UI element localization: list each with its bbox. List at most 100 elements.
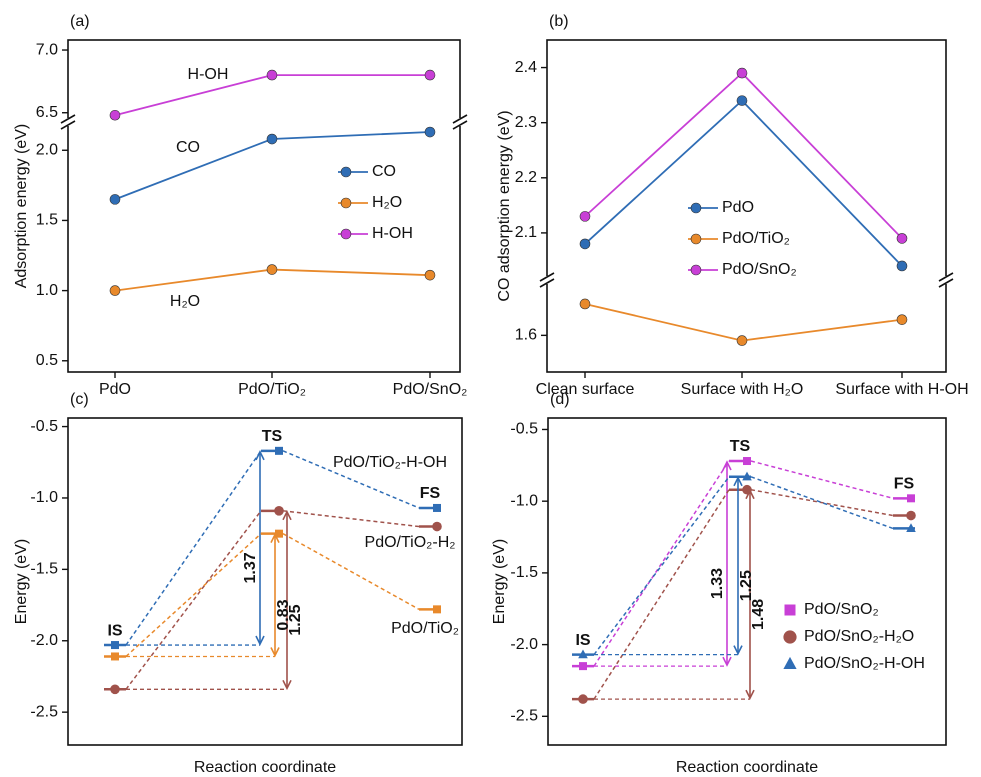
x-axis-label: Reaction coordinate [194, 759, 336, 776]
legend-marker [690, 264, 702, 276]
path-connector [282, 450, 420, 509]
state-label: TS [730, 438, 751, 455]
path-connector [125, 450, 262, 646]
legend-marker [340, 228, 352, 240]
y-tick-label: 1.0 [36, 282, 58, 299]
level-marker [578, 694, 588, 704]
y-axis-label: Energy (eV) [491, 539, 508, 624]
legend-marker [340, 197, 352, 209]
series-line [114, 74, 430, 117]
data-point [579, 238, 591, 250]
series-label: PdO/TiO₂ [391, 620, 459, 637]
path-connector [593, 460, 730, 667]
y-axis-label: Energy (eV) [13, 539, 30, 624]
y-tick-label: -1.5 [510, 564, 538, 581]
path-connector [593, 476, 730, 656]
legend-label: PdO/SnO₂-H₂O [804, 628, 914, 645]
data-point [109, 285, 121, 296]
legend-marker [784, 604, 796, 616]
arrow-head [722, 460, 732, 667]
level-marker [433, 605, 441, 614]
series-label: PdO/TiO₂-H-OH [333, 454, 447, 471]
panel-label: (b) [549, 13, 569, 30]
level-marker [111, 652, 119, 661]
legend-marker [783, 656, 797, 669]
path-connector [750, 460, 894, 500]
axis-break-mark [452, 114, 468, 124]
y-tick-label: -2.0 [30, 632, 58, 649]
level-marker [579, 662, 587, 671]
x-tick-label: PdO [99, 381, 131, 398]
y-tick-label: 1.6 [515, 327, 537, 344]
x-tick-label: Clean surface [536, 381, 635, 398]
y-tick-label: -0.5 [30, 418, 58, 435]
axis-break-mark [539, 278, 555, 288]
legend-label: PdO [722, 199, 754, 216]
state-label: IS [107, 622, 122, 639]
series-line [584, 303, 903, 342]
x-tick-label: PdO/SnO₂ [393, 381, 468, 398]
level-marker [275, 529, 283, 538]
path-connector [282, 533, 420, 611]
data-point [579, 298, 591, 310]
series-label: PdO/TiO₂-H₂ [365, 534, 456, 551]
axis-break-mark [938, 278, 954, 288]
legend-label: PdO/SnO₂-H-OH [804, 655, 925, 672]
level-marker [274, 506, 284, 516]
data-point [424, 126, 436, 138]
y-tick-label: 6.5 [36, 104, 58, 121]
legend-label: H₂O [372, 194, 402, 211]
y-tick-label: 2.2 [515, 169, 537, 186]
path-connector [282, 510, 420, 528]
level-marker [743, 457, 751, 466]
level-marker [432, 521, 442, 532]
state-label: FS [420, 485, 441, 502]
y-tick-label: -2.5 [30, 703, 58, 720]
axis-break-mark [60, 120, 76, 130]
y-tick-label: 1.5 [36, 212, 58, 229]
y-tick-label: -1.5 [30, 561, 58, 578]
data-point [736, 335, 748, 346]
path-connector [750, 488, 894, 517]
legend-label: PdO/SnO₂ [804, 601, 879, 618]
data-point [109, 109, 121, 121]
state-label: FS [894, 476, 915, 493]
data-point [896, 260, 908, 272]
panel-label: (d) [550, 391, 570, 408]
barrier-label: 1.48 [750, 599, 767, 630]
axis-break-gap [457, 118, 463, 126]
panel-label: (a) [70, 13, 90, 30]
barrier-label: 1.37 [242, 552, 259, 583]
legend-marker [690, 202, 702, 214]
legend-label: CO [372, 163, 396, 180]
data-point [424, 269, 436, 281]
barrier-label: 1.25 [738, 570, 755, 601]
legend-marker [690, 233, 702, 245]
x-axis-label: Reaction coordinate [676, 759, 818, 776]
level-marker [275, 446, 283, 455]
plot-frame [67, 417, 463, 746]
axis-break-mark [452, 120, 468, 130]
data-point [266, 133, 278, 145]
level-marker [742, 484, 752, 495]
annotation: H₂O [170, 293, 200, 310]
x-tick-label: Surface with H₂O [681, 381, 804, 398]
path-connector [125, 510, 262, 690]
axis-break-mark [938, 272, 954, 282]
y-tick-label: 2.4 [515, 59, 537, 76]
arrow-head [255, 450, 265, 646]
y-tick-label: 0.5 [36, 352, 58, 369]
barrier-label: 0.83 [275, 599, 292, 630]
legend-label: H-OH [372, 225, 413, 242]
axis-break-mark [60, 114, 76, 124]
level-marker [907, 494, 915, 503]
data-point [579, 211, 591, 222]
level-marker [742, 471, 752, 481]
data-point [896, 314, 908, 325]
x-tick-label: Surface with H-OH [835, 381, 968, 398]
y-tick-label: 2.0 [36, 141, 58, 158]
x-tick-label: PdO/TiO₂ [238, 381, 306, 398]
barrier-label: 1.25 [287, 604, 304, 635]
data-point [266, 264, 278, 275]
